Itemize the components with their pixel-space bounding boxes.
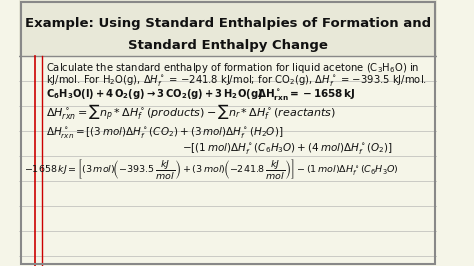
Text: $-1658\,kJ = \left[(3\,mol)\!\left(-393.5\,\dfrac{kJ}{mol}\right) + (3\,mol)\!\l: $-1658\,kJ = \left[(3\,mol)\!\left(-393.… [24, 157, 399, 181]
Text: $\Delta H^\circ_{rxn} = [(3\,mol)\Delta H^\circ_f(CO_2) + (3\,mol)\Delta H^\circ: $\Delta H^\circ_{rxn} = [(3\,mol)\Delta … [46, 126, 283, 140]
Text: Standard Enthalpy Change: Standard Enthalpy Change [128, 39, 328, 52]
Text: $-[(1\,mol)\Delta H^\circ_f(C_6H_3O) + (4\,mol)\Delta H^\circ_f(O_2)]$: $-[(1\,mol)\Delta H^\circ_f(C_6H_3O) + (… [182, 140, 393, 156]
Text: $\Delta H^\circ_{rxn} = \sum n_p * \Delta H^\circ_f(products) - \sum n_r * \Delt: $\Delta H^\circ_{rxn} = \sum n_p * \Delt… [46, 103, 336, 123]
FancyBboxPatch shape [19, 0, 437, 56]
Text: $\mathbf{\Delta H^\circ_{rxn} = -1658\,kJ}$: $\mathbf{\Delta H^\circ_{rxn} = -1658\,k… [257, 86, 356, 102]
Text: Calculate the standard enthalpy of formation for liquid acetone (C$_3$H$_6$O) in: Calculate the standard enthalpy of forma… [46, 61, 419, 75]
Text: $\mathbf{C_6H_3O(l) + 4\,O_2(g) \rightarrow 3\,CO_2(g) + 3\,H_2O(g)}$: $\mathbf{C_6H_3O(l) + 4\,O_2(g) \rightar… [46, 87, 263, 101]
Text: Example: Using Standard Enthalpies of Formation and: Example: Using Standard Enthalpies of Fo… [25, 18, 431, 31]
Text: kJ/mol. For H$_2$O(g), $\Delta H_f^\circ$ = $-$241.8 kJ/mol; for CO$_2$(g), $\De: kJ/mol. For H$_2$O(g), $\Delta H_f^\circ… [46, 73, 427, 88]
